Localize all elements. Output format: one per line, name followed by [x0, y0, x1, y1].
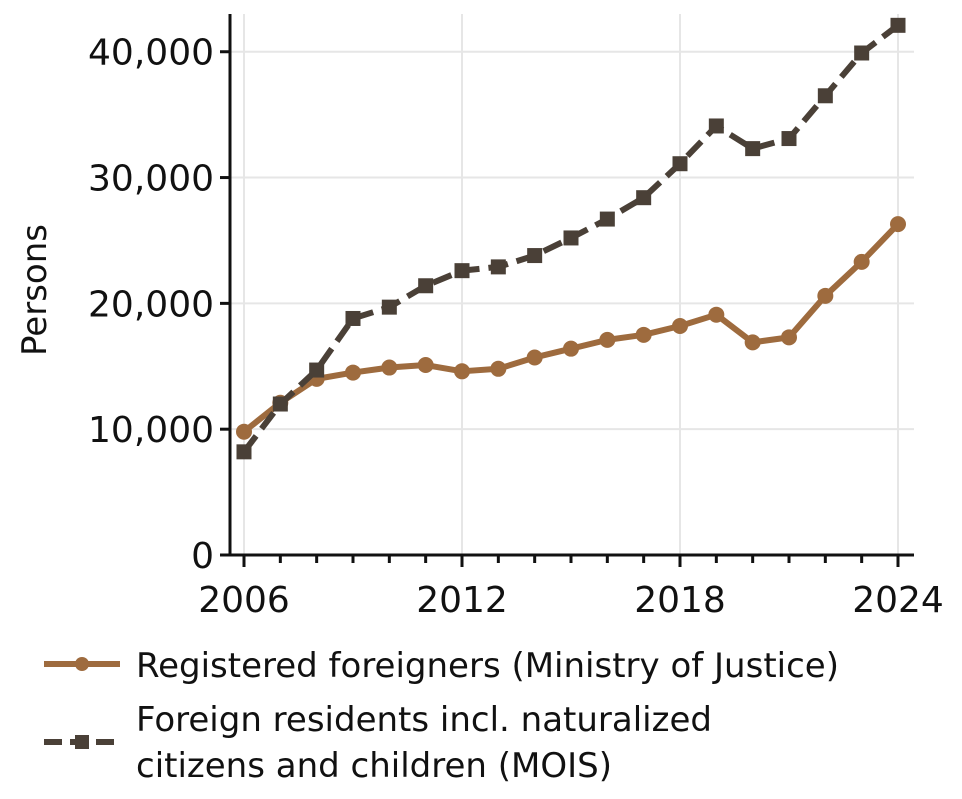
x-tick-label: 2024 [852, 580, 944, 621]
data-point [563, 230, 579, 246]
series-layer [236, 17, 906, 460]
y-tick-label: 40,000 [88, 33, 214, 74]
data-point [635, 326, 652, 343]
data-point [236, 423, 252, 440]
x-tick-label: 2018 [634, 580, 726, 621]
y-tick-label: 0 [191, 536, 214, 577]
data-point [454, 363, 470, 380]
data-point [781, 329, 797, 346]
data-point [381, 299, 397, 315]
ticks: 0 10,000 20,000 30,000 40,000 2006 2012 2018 202… [88, 33, 944, 621]
y-axis-title: Persons [15, 224, 55, 356]
series-foreign-residents [236, 17, 906, 460]
axes [228, 14, 914, 557]
x-tick-label: 2006 [198, 580, 290, 621]
legend: Registered foreigners (Ministry of Justi… [44, 646, 839, 786]
data-point [745, 141, 761, 157]
data-point [418, 278, 434, 294]
data-point [490, 259, 506, 275]
data-point [272, 396, 288, 412]
legend-item-foreign-residents: Foreign residents incl. naturalized citi… [44, 700, 712, 786]
legend-item-registered-foreigners: Registered foreigners (Ministry of Justi… [44, 646, 839, 686]
data-point [890, 17, 906, 33]
data-point [309, 362, 325, 378]
data-point [345, 310, 361, 326]
grid-lines [230, 14, 914, 555]
series-line [242, 222, 901, 435]
data-point [526, 349, 543, 366]
legend-label-registered-foreigners: Registered foreigners (Ministry of Justi… [136, 646, 839, 686]
data-point [527, 248, 543, 264]
data-point [817, 88, 833, 104]
legend-marker-square-icon [75, 735, 89, 749]
data-point [345, 364, 361, 381]
data-point [708, 118, 724, 134]
data-point [854, 45, 870, 61]
legend-marker-circle-icon [75, 657, 89, 671]
y-tick-label: 30,000 [88, 159, 214, 200]
data-point [672, 318, 688, 335]
legend-label-foreign-residents-line-2: citizens and children (MOIS) [136, 746, 612, 786]
series-registered-foreigners [236, 216, 906, 440]
data-point [781, 131, 797, 147]
x-tick-label: 2012 [416, 580, 508, 621]
legend-label-foreign-residents-line-1: Foreign residents incl. naturalized [136, 700, 712, 740]
data-point [381, 359, 398, 376]
data-point [490, 360, 507, 377]
data-point [853, 253, 870, 270]
data-point [636, 190, 652, 206]
y-tick-label: 20,000 [88, 284, 214, 325]
data-point [599, 211, 615, 227]
data-point [599, 331, 616, 348]
data-point [890, 216, 906, 233]
data-point [744, 334, 761, 351]
y-tick-label: 10,000 [88, 410, 214, 451]
data-point [672, 156, 688, 172]
data-point [417, 357, 434, 374]
data-point [563, 340, 579, 357]
data-point [236, 444, 252, 460]
data-point [708, 306, 725, 323]
data-point [817, 287, 834, 304]
data-point [454, 263, 470, 279]
